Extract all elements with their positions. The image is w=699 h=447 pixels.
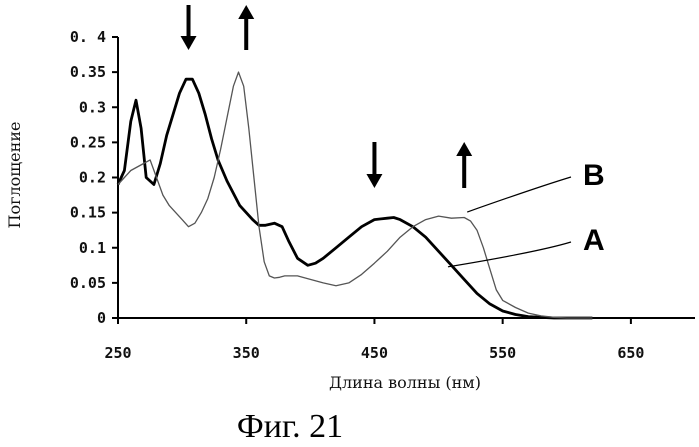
series-label-b: B: [583, 159, 605, 192]
figure-caption: Фиг. 21: [237, 408, 343, 445]
y-tick-label: 0. 4: [70, 28, 106, 46]
x-tick-label: 250: [104, 344, 131, 362]
y-tick-label: 0.35: [70, 63, 106, 81]
arrow-down-icon: [366, 142, 382, 188]
y-axis-ticks: 0 0.05 0.1 0.15 0.2 0.25 0.3 0.35 0. 4: [70, 28, 118, 327]
y-tick-label: 0.2: [79, 169, 106, 187]
chart-axes: [118, 37, 695, 318]
series-pointer-b: [467, 177, 571, 212]
y-tick-label: 0.15: [70, 204, 106, 222]
x-tick-label: 550: [489, 344, 516, 362]
arrow-up-icon: [456, 142, 472, 188]
y-tick-label: 0.05: [70, 274, 106, 292]
y-tick-label: 0.1: [79, 239, 106, 257]
arrow-down-icon: [181, 5, 197, 50]
series-lines: [118, 72, 592, 318]
y-tick-label: 0: [97, 309, 106, 327]
trend-arrows: [181, 5, 473, 188]
x-axis-title: Длина волны (нм): [329, 373, 481, 392]
x-tick-label: 450: [361, 344, 388, 362]
series-line-b: [118, 72, 592, 318]
x-axis-ticks: 250 350 450 550 650: [104, 318, 644, 362]
series-pointer-a: [448, 242, 571, 267]
series-label-a: A: [583, 224, 605, 257]
arrow-up-icon: [238, 5, 254, 50]
series-line-a: [118, 79, 592, 318]
y-tick-label: 0.3: [79, 98, 106, 116]
x-tick-label: 650: [617, 344, 644, 362]
y-tick-label: 0.25: [70, 133, 106, 151]
y-axis-title: Поглощение: [5, 122, 24, 229]
x-tick-label: 350: [233, 344, 260, 362]
series-labels: AB: [448, 159, 605, 267]
